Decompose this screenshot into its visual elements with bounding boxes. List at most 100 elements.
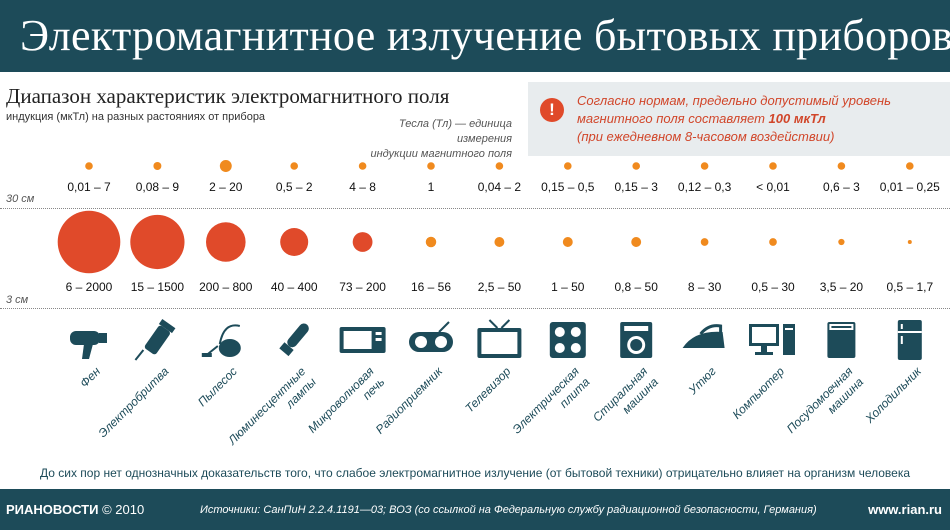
value-label-3cm: 15 – 1500 — [131, 280, 185, 294]
category-label: Холодильник — [862, 363, 925, 426]
value-label-30cm: 0,08 – 9 — [136, 180, 180, 194]
bubble-3cm — [130, 214, 185, 270]
category-label-line: Холодильник — [862, 363, 925, 426]
value-label-30cm: 1 — [428, 180, 435, 194]
electric-shaver-icon — [134, 319, 176, 361]
footer-note: До сих пор нет однозначных доказательств… — [39, 466, 911, 480]
bubble-3cm — [494, 237, 505, 247]
warning-line-3: (при ежедневном 8-часовом воздействии) — [577, 129, 835, 144]
divider-3cm — [0, 308, 950, 309]
category-label-line: Компьютер — [730, 364, 788, 422]
warning-line-1: Согласно нормам, предельно допустимый ур… — [577, 93, 891, 108]
warning-limit-value: 100 мкТл — [768, 111, 826, 126]
warning-text: Согласно нормам, предельно допустимый ур… — [577, 92, 891, 146]
value-label-30cm: 0,5 – 2 — [276, 180, 313, 194]
bubble-3cm — [700, 238, 709, 246]
fluorescent-lamp-icon — [279, 323, 309, 357]
dishwasher-icon — [827, 322, 856, 358]
warning-line-2: магнитного поля составляет 100 мкТл — [577, 110, 891, 128]
category-label: Фен — [77, 364, 103, 390]
value-label-30cm: 0,12 – 0,3 — [678, 180, 732, 194]
site-link[interactable]: www.rian.ru — [868, 502, 942, 517]
bubble-30cm — [837, 162, 846, 170]
copyright-year: © 2010 — [102, 502, 145, 517]
bubble-3cm — [280, 228, 309, 256]
value-label-30cm: 4 – 8 — [349, 180, 376, 194]
radio-icon — [409, 321, 453, 352]
category-label-line: Пылесос — [195, 364, 240, 409]
tesla-note-line-2: индукции магнитного поля — [370, 148, 512, 160]
microwave-icon — [339, 327, 386, 353]
bubble-3cm — [769, 238, 777, 246]
bubble-30cm — [632, 162, 640, 170]
fridge-icon — [897, 320, 922, 360]
value-label-30cm: < 0,01 — [756, 180, 790, 194]
bubble-30cm — [427, 162, 435, 170]
chart-subtitle: Диапазон характеристик электромагнитного… — [6, 84, 450, 108]
brand: РИАНОВОСТИ © 2010 — [6, 502, 144, 517]
bubble-3cm — [57, 210, 121, 274]
bubble-3cm — [352, 232, 373, 252]
bubble-30cm — [290, 162, 299, 170]
chart-subline: индукция (мкТл) на разных растояниях от … — [6, 111, 266, 123]
iron-icon — [682, 324, 725, 348]
bubble-30cm — [358, 162, 367, 170]
category-label: Телевизор — [462, 364, 513, 415]
value-label-3cm: 200 – 800 — [199, 280, 253, 294]
value-label-3cm: 0,5 – 30 — [751, 280, 795, 294]
value-label-30cm: 2 – 20 — [209, 180, 243, 194]
bubble-30cm — [906, 162, 914, 170]
computer-icon — [749, 324, 795, 355]
bubble-3cm — [562, 237, 573, 247]
value-label-3cm: 40 – 400 — [271, 280, 318, 294]
electric-stove-icon — [549, 322, 586, 358]
category-label-line: Радиоприемник — [373, 363, 446, 436]
category-label-line: Фен — [77, 364, 103, 390]
value-label-3cm: 16 – 56 — [411, 280, 451, 294]
value-label-30cm: 0,15 – 3 — [615, 180, 659, 194]
bubble-3cm — [206, 222, 246, 262]
category-label-line: Утюг — [685, 364, 719, 398]
value-label-30cm: 0,04 – 2 — [478, 180, 522, 194]
value-label-3cm: 0,8 – 50 — [615, 280, 659, 294]
bubble-3cm — [425, 236, 437, 248]
value-label-30cm: 0,01 – 7 — [67, 180, 111, 194]
category-label: Утюг — [685, 364, 719, 398]
value-label-3cm: 0,5 – 1,7 — [886, 280, 933, 294]
exclamation-icon: ! — [540, 98, 564, 122]
value-label-3cm: 73 – 200 — [339, 280, 386, 294]
page-title: Электромагнитное излучение бытовых прибо… — [20, 11, 950, 60]
distance-label-3cm: 3 см — [6, 294, 29, 306]
value-label-3cm: 1 – 50 — [551, 280, 585, 294]
tv-icon — [477, 319, 522, 358]
tesla-note: Тесла (Тл) — единица измерения индукции … — [342, 117, 512, 162]
value-label-3cm: 3,5 – 20 — [820, 280, 864, 294]
bubble-30cm — [700, 162, 709, 170]
value-label-30cm: 0,15 – 0,5 — [541, 180, 595, 194]
bubble-3cm — [907, 240, 912, 244]
tesla-note-line-1: Тесла (Тл) — единица измерения — [398, 118, 512, 145]
washing-machine-icon — [620, 322, 653, 358]
warning-line-2-prefix: магнитного поля составляет — [577, 111, 769, 126]
bubble-3cm — [838, 238, 845, 246]
footer-bar: РИАНОВОСТИ © 2010 Источники: СанПиН 2.2.… — [0, 489, 950, 530]
bubble-30cm — [153, 162, 162, 170]
bubble-3cm — [631, 237, 642, 247]
category-label: Компьютер — [730, 364, 788, 422]
brand-name: РИАНОВОСТИ — [6, 502, 99, 517]
value-label-3cm: 8 – 30 — [688, 280, 722, 294]
distance-label-30cm: 30 см — [6, 193, 35, 205]
title-bar: Электромагнитное излучение бытовых прибо… — [0, 0, 950, 72]
bubble-30cm — [769, 162, 777, 170]
bubble-chart: 0,01 – 7 0,08 – 9 2 – 20 0,5 – 2 4 – 8 1 0,04 … — [57, 160, 940, 448]
vacuum-cleaner-icon — [201, 324, 241, 357]
value-label-30cm: 0,01 – 0,25 — [880, 180, 940, 194]
warning-box: ! Согласно нормам, предельно допустимый … — [528, 82, 950, 156]
divider-30cm — [0, 208, 950, 209]
bubble-30cm — [564, 162, 572, 170]
